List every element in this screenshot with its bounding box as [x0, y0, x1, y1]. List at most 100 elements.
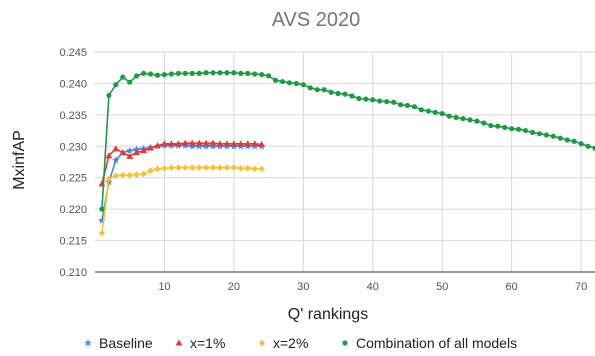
data-point: [252, 71, 258, 77]
series-3: [99, 70, 595, 212]
series-2: [98, 164, 265, 237]
series-1: [98, 139, 266, 187]
x-tick-label: 70: [575, 281, 587, 293]
data-point: [529, 129, 536, 136]
data-point: [154, 165, 161, 173]
data-point: [202, 142, 210, 150]
data-point: [411, 104, 418, 110]
data-point: [203, 70, 209, 76]
data-point: [189, 164, 196, 172]
data-point: [467, 117, 473, 123]
data-point: [216, 140, 224, 147]
data-point: [132, 145, 141, 153]
data-point: [113, 82, 119, 88]
data-point: [335, 90, 341, 97]
data-point: [112, 145, 120, 152]
data-point: [502, 124, 508, 131]
data-point: [244, 140, 252, 147]
data-point: [397, 102, 404, 108]
data-point: [564, 137, 570, 143]
data-point: [182, 164, 189, 172]
data-point: [98, 229, 105, 237]
data-point: [356, 95, 362, 102]
data-point: [147, 71, 154, 77]
data-point: [126, 152, 134, 159]
legend-item: x=2%: [259, 335, 308, 351]
data-point: [592, 145, 595, 151]
data-point: [209, 139, 217, 146]
data-point: [203, 164, 210, 172]
data-point: [154, 142, 161, 149]
y-tick-label: 0.220: [59, 204, 87, 216]
data-point: [105, 175, 112, 183]
data-point: [140, 147, 148, 154]
legend-label: Combination of all models: [356, 335, 517, 351]
data-point: [300, 82, 306, 88]
x-tick-label: 10: [158, 281, 170, 293]
legend: Baseline x=1% x=2% Combination of all model…: [84, 335, 517, 351]
data-point: [314, 87, 320, 93]
data-point: [147, 167, 154, 175]
data-point: [99, 206, 105, 212]
data-point: [223, 164, 230, 172]
series-line: [101, 71, 595, 210]
legend-marker: [259, 339, 265, 347]
data-point: [188, 139, 196, 146]
data-point: [125, 146, 134, 154]
data-point: [161, 72, 168, 78]
data-point: [112, 156, 120, 164]
data-point: [321, 87, 327, 93]
data-point: [167, 140, 175, 147]
legend-item: Baseline: [84, 335, 153, 351]
data-point: [585, 143, 591, 149]
legend-label: x=2%: [273, 335, 308, 351]
legend-item: x=1%: [175, 335, 225, 351]
data-point: [446, 113, 452, 119]
data-point: [217, 70, 223, 76]
data-point: [286, 80, 293, 86]
data-point: [134, 73, 140, 79]
data-point: [141, 70, 147, 76]
data-point: [188, 142, 197, 150]
data-point: [127, 79, 133, 85]
y-tick-label: 0.240: [59, 78, 87, 90]
data-point: [161, 164, 168, 172]
y-tick-label: 0.230: [59, 141, 87, 153]
data-point: [175, 70, 181, 76]
data-point: [516, 126, 522, 132]
y-tick-label: 0.245: [59, 47, 87, 59]
data-point: [495, 123, 501, 129]
data-point: [460, 116, 466, 122]
data-point: [384, 99, 390, 105]
data-point: [237, 164, 244, 172]
data-point: [266, 73, 272, 79]
data-point: [182, 70, 188, 76]
data-point: [189, 70, 195, 76]
data-point: [272, 77, 279, 83]
data-point: [453, 114, 459, 120]
data-point: [209, 142, 217, 150]
data-point: [307, 85, 313, 91]
data-point: [210, 164, 217, 172]
data-point: [202, 139, 210, 146]
data-point: [259, 72, 265, 78]
data-point: [439, 111, 445, 117]
data-point: [550, 133, 556, 139]
data-point: [258, 140, 266, 147]
x-tick-label: 40: [367, 281, 379, 293]
y-axis: 0.210 0.215 0.220 0.225 0.230 0.235 0.240 0.245: [59, 47, 87, 279]
y-tick-label: 0.215: [59, 236, 87, 248]
data-point: [474, 118, 480, 124]
data-point: [377, 98, 383, 104]
x-tick-label: 50: [436, 281, 448, 293]
data-point: [230, 140, 238, 147]
x-axis: 10 20 30 40 50 60 70: [158, 281, 587, 293]
data-point: [98, 216, 106, 224]
x-tick-label: 30: [297, 281, 309, 293]
data-point: [174, 140, 182, 147]
data-point: [418, 107, 424, 113]
data-point: [105, 152, 113, 159]
data-point: [195, 139, 203, 146]
data-point: [133, 171, 140, 178]
